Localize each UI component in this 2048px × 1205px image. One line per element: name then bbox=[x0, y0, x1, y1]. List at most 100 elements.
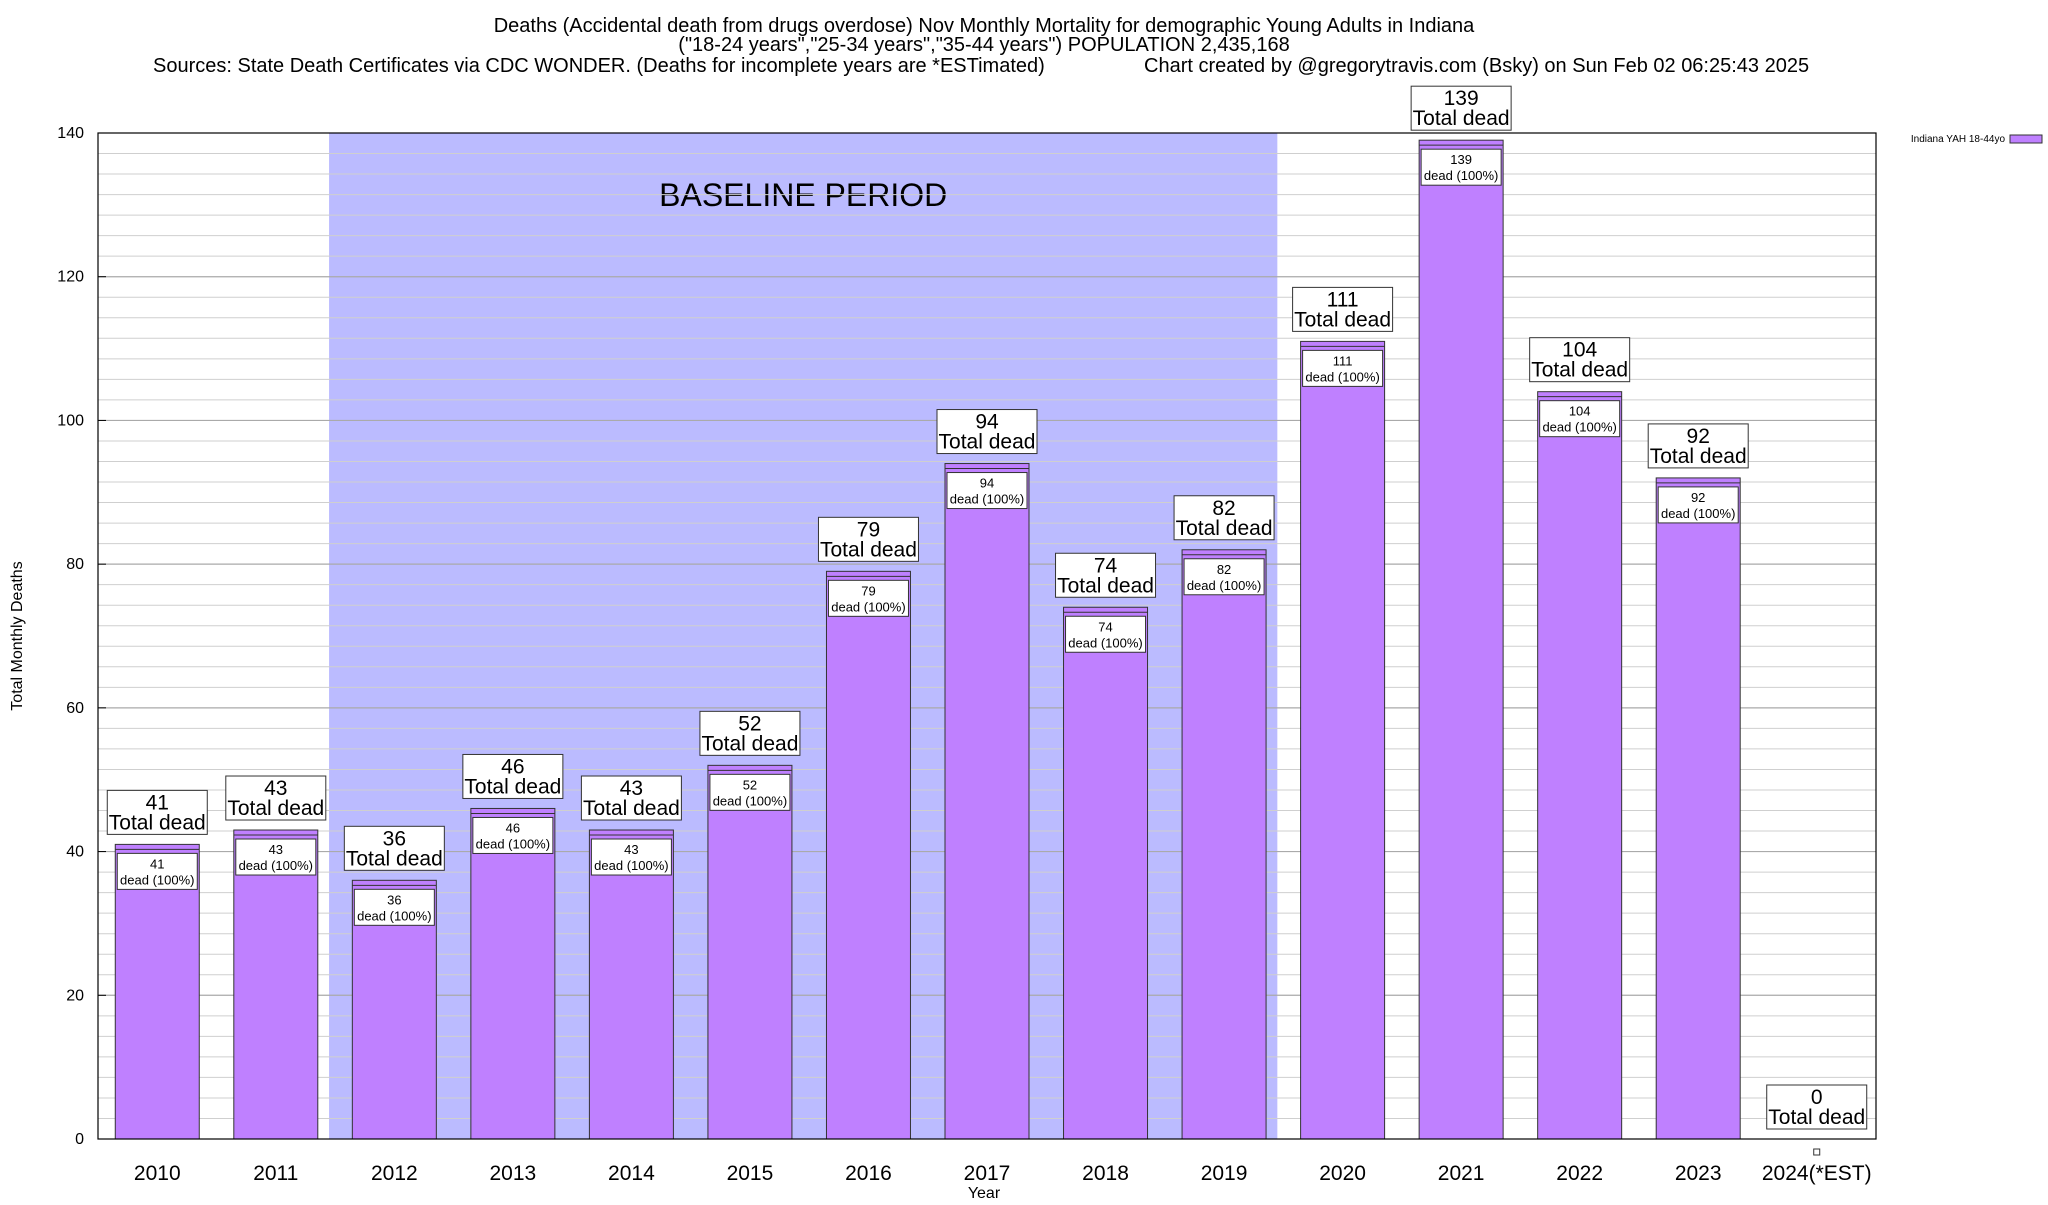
x-tick-label: 2017 bbox=[964, 1162, 1011, 1185]
inner-label-box bbox=[1420, 148, 1502, 186]
top-label-box bbox=[1529, 337, 1631, 383]
y-tick-label: 60 bbox=[66, 700, 84, 717]
inner-label-value: 79 bbox=[861, 583, 875, 598]
chart-title-line-1: Deaths (Accidental death from drugs over… bbox=[494, 15, 1475, 37]
top-label-value: 43 bbox=[620, 777, 643, 800]
top-label-text: Total dead bbox=[820, 538, 917, 561]
top-label-box bbox=[580, 775, 682, 821]
top-label-value: 43 bbox=[264, 777, 287, 800]
bar-2017 bbox=[944, 463, 1030, 1140]
inner-label-box bbox=[1065, 615, 1147, 653]
bar-2014 bbox=[588, 829, 674, 1140]
inner-label-text: dead (100%) bbox=[1424, 168, 1498, 183]
inner-label-text: dead (100%) bbox=[239, 858, 313, 873]
inner-label-value: 46 bbox=[506, 820, 520, 835]
top-label-text: Total dead bbox=[109, 811, 206, 834]
x-tick-label: 2013 bbox=[490, 1162, 537, 1185]
inner-label-value: 139 bbox=[1450, 152, 1472, 167]
inner-label-value: 104 bbox=[1569, 404, 1591, 419]
x-tick-label: 2015 bbox=[727, 1162, 774, 1185]
top-label-box bbox=[936, 409, 1038, 455]
bar-2018 bbox=[1063, 606, 1149, 1140]
top-label-text: Total dead bbox=[1531, 359, 1628, 382]
top-label-box bbox=[817, 516, 919, 562]
top-label-box bbox=[343, 825, 445, 871]
top-label-text: Total dead bbox=[939, 431, 1036, 454]
bar-2013 bbox=[470, 807, 556, 1140]
top-label-box bbox=[699, 710, 801, 756]
top-label-value: 46 bbox=[501, 755, 524, 778]
inner-label-box bbox=[235, 838, 317, 876]
top-label-value: 41 bbox=[146, 791, 169, 814]
x-tick-label: 2016 bbox=[845, 1162, 892, 1185]
x-tick-label: 2021 bbox=[1438, 1162, 1485, 1185]
inner-label-value: 43 bbox=[269, 842, 283, 857]
top-label-value: 92 bbox=[1687, 425, 1710, 448]
x-tick-label: 2010 bbox=[134, 1162, 181, 1185]
top-label-box bbox=[1055, 552, 1157, 598]
inner-label-text: dead (100%) bbox=[1187, 578, 1261, 593]
x-tick-label: 2018 bbox=[1082, 1162, 1129, 1185]
y-tick-label: 80 bbox=[66, 556, 84, 573]
chart-credit: Chart created by @gregorytravis.com (Bsk… bbox=[1144, 55, 1809, 77]
inner-label-text: dead (100%) bbox=[950, 492, 1024, 507]
inner-label-value: 36 bbox=[387, 892, 401, 907]
top-label-box bbox=[1647, 423, 1749, 469]
y-tick-label: 120 bbox=[57, 269, 84, 286]
top-label-text: Total dead bbox=[346, 847, 443, 870]
top-label-text: Total dead bbox=[464, 775, 561, 798]
x-tick-label: 2023 bbox=[1675, 1162, 1722, 1185]
inner-label-box bbox=[590, 838, 672, 876]
y-tick-label: 140 bbox=[57, 125, 84, 142]
inner-label-box bbox=[1539, 400, 1621, 438]
top-label-value: 74 bbox=[1094, 554, 1118, 577]
inner-label-box bbox=[116, 852, 198, 890]
inner-label-text: dead (100%) bbox=[1661, 506, 1735, 521]
top-label-box bbox=[225, 775, 327, 821]
inner-label-value: 111 bbox=[1333, 353, 1353, 368]
bar-2015 bbox=[707, 764, 793, 1140]
inner-label-value: 52 bbox=[743, 777, 757, 792]
top-label-text: Total dead bbox=[701, 732, 798, 755]
bar-2022 bbox=[1537, 391, 1623, 1140]
top-label-value: 94 bbox=[975, 411, 999, 434]
top-label-value: 104 bbox=[1562, 339, 1597, 362]
y-tick-label: 0 bbox=[75, 1131, 84, 1148]
top-label-value: 111 bbox=[1327, 288, 1359, 311]
top-label-text: Total dead bbox=[227, 797, 324, 820]
inner-label-value: 82 bbox=[1217, 562, 1231, 577]
inner-label-text: dead (100%) bbox=[1305, 369, 1379, 384]
inner-label-box bbox=[1183, 558, 1265, 596]
top-label-box bbox=[1292, 286, 1394, 332]
inner-label-text: dead (100%) bbox=[1068, 635, 1142, 650]
top-label-value: 0 bbox=[1811, 1086, 1823, 1109]
top-label-box bbox=[1173, 495, 1275, 541]
x-tick-label: 2024(*EST) bbox=[1762, 1162, 1872, 1185]
x-tick-label: 2019 bbox=[1201, 1162, 1248, 1185]
chart-title-line-2: ("18-24 years","25-34 years","35-44 year… bbox=[678, 34, 1289, 56]
inner-label-text: dead (100%) bbox=[120, 872, 194, 887]
top-label-box bbox=[1410, 85, 1512, 131]
top-label-text: Total dead bbox=[1294, 308, 1391, 331]
inner-label-box bbox=[709, 773, 791, 811]
y-tick-label: 100 bbox=[57, 412, 84, 429]
top-label-value: 36 bbox=[383, 827, 406, 850]
inner-label-box bbox=[1302, 349, 1384, 387]
inner-label-text: dead (100%) bbox=[831, 599, 905, 614]
inner-label-box bbox=[353, 888, 435, 926]
top-label-box bbox=[462, 753, 564, 799]
top-label-value: 52 bbox=[738, 712, 761, 735]
inner-label-box bbox=[827, 579, 909, 617]
inner-label-box bbox=[946, 472, 1028, 510]
legend-swatch bbox=[2009, 134, 2043, 144]
bar-2021 bbox=[1418, 139, 1504, 1140]
inner-label-text: dead (100%) bbox=[713, 793, 787, 808]
x-tick-label: 2020 bbox=[1319, 1162, 1366, 1185]
inner-label-box bbox=[472, 816, 554, 854]
top-label-text: Total dead bbox=[1768, 1106, 1865, 1129]
bar-2020 bbox=[1300, 340, 1386, 1140]
y-tick-label: 20 bbox=[66, 987, 84, 1004]
bar-2019 bbox=[1181, 549, 1267, 1140]
top-label-text: Total dead bbox=[1057, 574, 1154, 597]
